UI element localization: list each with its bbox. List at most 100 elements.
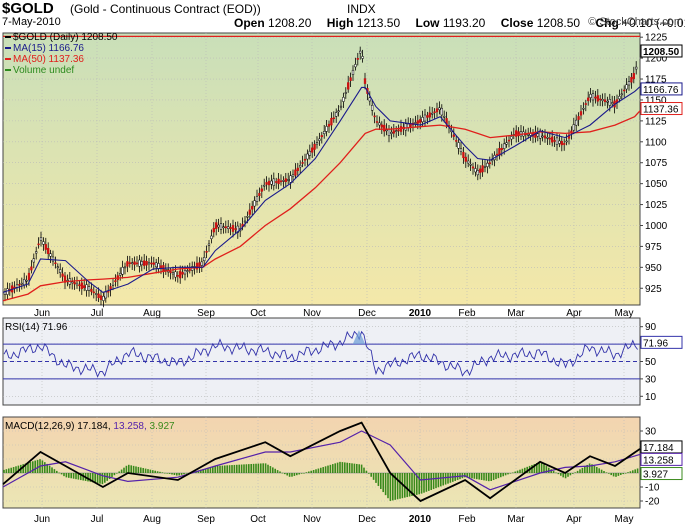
macd-hist-bar-248	[598, 468, 600, 473]
price-bar-body-52	[128, 262, 131, 264]
price-xtick-label-7: 2010	[409, 308, 432, 319]
price-bar-body-211	[510, 136, 513, 140]
price-bar-body-24	[61, 273, 64, 277]
price-bar-body-125	[303, 158, 307, 161]
macd-hist-bar-32	[80, 473, 82, 481]
macd-hist-bar-176	[425, 473, 428, 492]
macd-hist-bar-42	[104, 473, 106, 483]
macd-hist-bar-194	[468, 473, 471, 478]
macd-hist-bar-243	[586, 464, 588, 473]
price-bar-body-188	[455, 140, 458, 142]
macd-xtick-label-8: Feb	[458, 514, 476, 525]
high-label: High	[326, 16, 354, 30]
price-bar-body-81	[198, 262, 201, 268]
macd-hist-bar-218	[526, 466, 528, 473]
macd-hist-bar-229	[552, 470, 555, 473]
macd-xtick-label-10: Apr	[566, 514, 582, 525]
ohlc-readout: Open 1208.20 High 1213.50 Low 1193.20 Cl…	[234, 16, 685, 30]
rsi-ytick-label-50: 50	[645, 357, 657, 368]
macd-hist-bar-9	[24, 463, 27, 473]
macd-hist-bar-39	[96, 473, 99, 484]
macd-hist-bar-102	[248, 464, 250, 473]
price-bar-body-172	[416, 120, 419, 124]
macd-last-macd: 17.184	[643, 443, 674, 454]
price-bar-body-147	[356, 58, 359, 60]
price-bar-body-191	[462, 152, 465, 159]
macd-hist-bar-258	[622, 473, 624, 475]
low-label: Low	[415, 16, 440, 30]
macd-hist-bar-210	[507, 473, 509, 475]
macd-hist-bar-87	[212, 466, 214, 473]
price-last-ma50: 1137.36	[643, 105, 679, 116]
price-bar-body-155	[375, 121, 379, 123]
price-bar-body-148	[359, 50, 362, 54]
macd-hist-bar-223	[538, 462, 540, 473]
price-bar-body-245	[591, 93, 595, 101]
macd-hist-bar-12	[32, 461, 34, 473]
macd-hist-bar-18	[46, 463, 48, 473]
price-bar-body-69	[169, 271, 172, 273]
price-bar-body-16	[42, 241, 45, 245]
macd-hist-bar-26	[65, 473, 68, 478]
macd-hist-bar-121	[293, 473, 296, 476]
macd-hist-bar-247	[596, 466, 598, 473]
macd-hist-bar-230	[555, 472, 557, 474]
macd-hist-bar-3	[10, 467, 12, 473]
macd-hist-bar-2	[8, 468, 10, 473]
price-bar-body-15	[39, 237, 43, 241]
price-bar-body-75	[183, 269, 187, 275]
price-bar-body-118	[287, 179, 290, 181]
macd-hist-bar-4	[12, 467, 15, 473]
price-bar-body-234	[565, 140, 568, 143]
price-bar-body-94	[229, 227, 232, 229]
macd-hist-bar-107	[260, 463, 262, 473]
macd-line	[2, 421, 641, 503]
macd-hist-bar-101	[245, 464, 248, 473]
macd-plot-area	[2, 416, 641, 509]
price-ytick-label-1125: 1125	[645, 116, 667, 127]
price-bar-body-210	[507, 139, 511, 142]
price-bar-body-150	[363, 78, 367, 84]
macd-hist-bar-142	[344, 462, 346, 473]
macd-hist-bar-217	[524, 467, 526, 473]
macd-hist-bar-70	[171, 473, 173, 475]
macd-hist-bar-173	[418, 473, 420, 495]
price-bar-body-243	[587, 97, 590, 102]
macd-hist-bar-13	[34, 460, 36, 473]
price-bar-body-101	[246, 216, 249, 218]
macd-hist-bar-241	[581, 467, 584, 473]
macd-hist-bar-183	[442, 473, 444, 486]
price-bar-body-249	[601, 99, 604, 101]
price-bar-body-107	[260, 188, 263, 192]
price-bar-body-111	[270, 180, 273, 185]
price-bar-body-259	[625, 84, 628, 90]
macd-hist-bar-123	[298, 473, 300, 475]
symbol-description: (Gold - Continuous Contract (EOD))	[70, 2, 261, 16]
price-xtick-label-0: Jun	[34, 308, 50, 319]
price-bar-body-197	[476, 170, 479, 176]
macd-hist-bar-214	[516, 470, 519, 473]
price-bar-body-14	[37, 243, 40, 246]
macd-hist-bar-143	[346, 462, 348, 473]
macd-hist-bar-90	[219, 465, 221, 473]
macd-hist-bar-231	[557, 473, 560, 475]
macd-hist-bar-136	[329, 464, 332, 473]
price-bar-body-248	[599, 98, 602, 101]
price-bar-body-56	[138, 259, 141, 267]
macd-hist-bar-99	[240, 464, 243, 473]
price-bar-body-263	[635, 66, 638, 70]
macd-hist-bar-224	[540, 462, 543, 473]
macd-hist-bar-74	[180, 473, 183, 475]
price-bar-body-53	[131, 262, 134, 264]
price-xtick-label-10: Apr	[566, 308, 582, 319]
price-bar-body-10	[27, 272, 31, 281]
price-bar-body-213	[515, 130, 518, 137]
macd-last-hist-box	[640, 467, 683, 481]
price-bar-body-124	[301, 162, 304, 164]
macd-legend-part-1: 13.258,	[113, 421, 149, 432]
macd-xtick-label-5: Nov	[303, 514, 321, 525]
macd-hist-bar-52	[128, 464, 130, 473]
macd-hist-bar-170	[411, 473, 413, 496]
macd-hist-bar-30	[75, 473, 77, 480]
